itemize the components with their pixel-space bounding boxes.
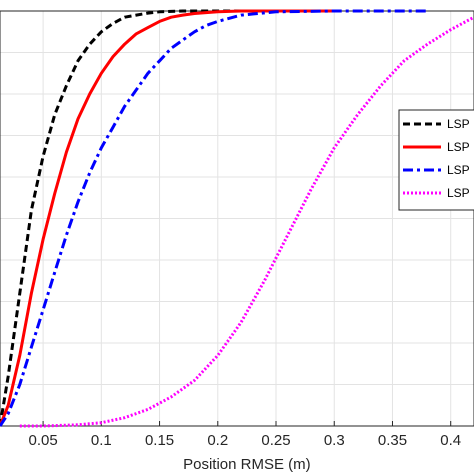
x-tick-label: 0.25 bbox=[261, 432, 290, 449]
legend-label: LSP bbox=[447, 140, 470, 154]
x-tick-label: 0.3 bbox=[324, 432, 345, 449]
legend-entries: LSP LSP LSP LSP bbox=[403, 117, 470, 200]
x-tick-label: 0.35 bbox=[378, 432, 407, 449]
x-tick-label: 0.15 bbox=[145, 432, 174, 449]
series-lines bbox=[0, 9, 474, 428]
x-tick-label: 0.1 bbox=[91, 432, 112, 449]
x-axis-label: Position RMSE (m) bbox=[183, 456, 311, 473]
series-line-4 bbox=[19, 15, 474, 428]
x-tick-label: 0.05 bbox=[28, 432, 57, 449]
legend-label: LSP bbox=[447, 186, 470, 200]
series-line-1 bbox=[0, 9, 276, 427]
series-line-2 bbox=[0, 9, 335, 427]
x-tick-label: 0.4 bbox=[440, 432, 461, 449]
legend: LSP LSP LSP LSP bbox=[398, 109, 474, 211]
legend-label: LSP bbox=[447, 117, 470, 131]
series-line-3 bbox=[0, 9, 428, 427]
legend-label: LSP bbox=[447, 163, 470, 177]
x-tick-label: 0.2 bbox=[207, 432, 228, 449]
x-axis: 0.05 0.1 0.15 0.2 0.25 0.3 0.35 0.4 bbox=[28, 421, 461, 449]
grid bbox=[0, 11, 474, 426]
